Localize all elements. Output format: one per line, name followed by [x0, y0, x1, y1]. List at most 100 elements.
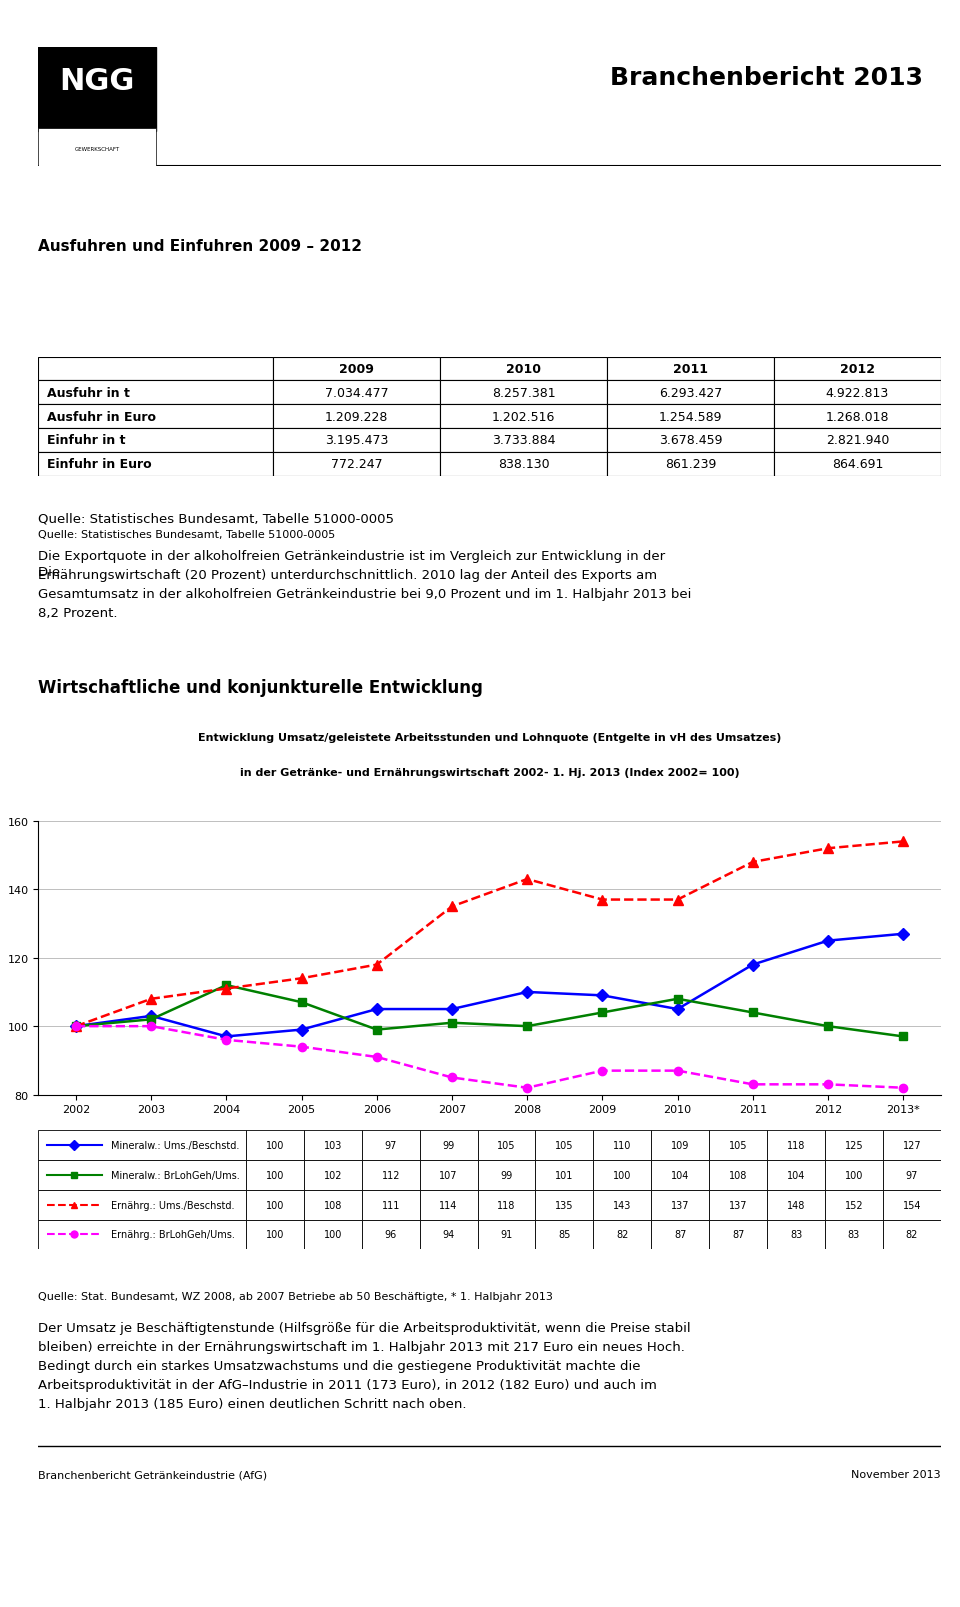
Text: 7.034.477: 7.034.477: [324, 387, 388, 400]
Bar: [440, 453, 607, 476]
Bar: [304, 1191, 362, 1220]
Bar: [38, 405, 273, 429]
Bar: [774, 453, 941, 476]
Bar: [709, 1191, 767, 1220]
Bar: [536, 1160, 593, 1191]
Bar: [304, 1131, 362, 1160]
Bar: [420, 1131, 477, 1160]
Text: 100: 100: [266, 1170, 284, 1180]
Bar: [767, 1220, 825, 1250]
Text: 100: 100: [613, 1170, 632, 1180]
Bar: [825, 1160, 883, 1191]
Text: 102: 102: [324, 1170, 342, 1180]
Text: 772.247: 772.247: [330, 458, 382, 471]
Text: Einfuhr in t: Einfuhr in t: [47, 434, 126, 447]
Text: 127: 127: [902, 1141, 922, 1151]
Bar: [477, 1131, 536, 1160]
Bar: [593, 1220, 651, 1250]
Text: Mineralw.: Ums./Beschstd.: Mineralw.: Ums./Beschstd.: [110, 1141, 239, 1151]
Text: Einfuhr in Euro: Einfuhr in Euro: [47, 458, 152, 471]
Text: 104: 104: [671, 1170, 689, 1180]
Bar: [709, 1160, 767, 1191]
Bar: [536, 1131, 593, 1160]
Bar: [651, 1131, 709, 1160]
Text: 864.691: 864.691: [831, 458, 883, 471]
Bar: [536, 1220, 593, 1250]
Text: 4.922.813: 4.922.813: [826, 387, 889, 400]
Bar: [38, 48, 156, 132]
Text: 85: 85: [558, 1229, 570, 1239]
Bar: [477, 1220, 536, 1250]
Text: NGG: NGG: [60, 67, 134, 96]
Bar: [362, 1160, 420, 1191]
Bar: [767, 1160, 825, 1191]
Bar: [246, 1191, 304, 1220]
Text: 82: 82: [905, 1229, 918, 1239]
Bar: [767, 1191, 825, 1220]
Text: 91: 91: [500, 1229, 513, 1239]
Bar: [38, 129, 156, 167]
Text: in der Getränke- und Ernährungswirtschaft 2002- 1. Hj. 2013 (Index 2002= 100): in der Getränke- und Ernährungswirtschaf…: [240, 768, 739, 778]
Bar: [593, 1160, 651, 1191]
Text: 105: 105: [555, 1141, 574, 1151]
Text: Der Umsatz je Beschäftigtenstunde (Hilfsgröße für die Arbeitsproduktivität, wenn: Der Umsatz je Beschäftigtenstunde (Hilfs…: [38, 1321, 691, 1409]
Bar: [440, 357, 607, 381]
Bar: [593, 1191, 651, 1220]
Text: 148: 148: [787, 1200, 805, 1210]
Bar: [883, 1131, 941, 1160]
Bar: [38, 357, 273, 381]
Bar: [607, 453, 774, 476]
Text: GEWERKSCHAFT: GEWERKSCHAFT: [75, 146, 120, 151]
Bar: [246, 1220, 304, 1250]
Text: 97: 97: [905, 1170, 918, 1180]
Text: 108: 108: [729, 1170, 747, 1180]
Text: 111: 111: [381, 1200, 400, 1210]
Text: 110: 110: [613, 1141, 632, 1151]
Text: 152: 152: [845, 1200, 863, 1210]
Text: Ernährg.: Ums./Beschstd.: Ernährg.: Ums./Beschstd.: [110, 1200, 234, 1210]
Bar: [883, 1160, 941, 1191]
Text: 2010: 2010: [506, 363, 540, 376]
Text: 100: 100: [324, 1229, 342, 1239]
Text: 118: 118: [787, 1141, 805, 1151]
Bar: [774, 357, 941, 381]
Text: Branchenbericht 2013: Branchenbericht 2013: [610, 66, 923, 90]
Text: 1.268.018: 1.268.018: [826, 410, 889, 423]
Bar: [774, 381, 941, 405]
Text: 83: 83: [790, 1229, 803, 1239]
Bar: [362, 1131, 420, 1160]
Text: 3.733.884: 3.733.884: [492, 434, 555, 447]
Text: 137: 137: [671, 1200, 689, 1210]
Bar: [273, 453, 440, 476]
Text: 100: 100: [266, 1141, 284, 1151]
Bar: [477, 1160, 536, 1191]
Text: Die: Die: [38, 566, 64, 579]
Text: 108: 108: [324, 1200, 342, 1210]
Text: 94: 94: [443, 1229, 455, 1239]
Text: 83: 83: [848, 1229, 860, 1239]
Text: Ausfuhren und Einfuhren 2009 – 2012: Ausfuhren und Einfuhren 2009 – 2012: [38, 238, 362, 254]
Bar: [273, 381, 440, 405]
Bar: [304, 1220, 362, 1250]
Bar: [767, 1131, 825, 1160]
Bar: [362, 1220, 420, 1250]
Text: Quelle: Statistisches Bundesamt, Tabelle 51000-0005

Die Exportquote in der alko: Quelle: Statistisches Bundesamt, Tabelle…: [38, 513, 692, 620]
Bar: [273, 405, 440, 429]
Text: 838.130: 838.130: [497, 458, 549, 471]
Bar: [536, 1191, 593, 1220]
Bar: [651, 1220, 709, 1250]
Text: 1.209.228: 1.209.228: [324, 410, 388, 423]
Text: 2.821.940: 2.821.940: [826, 434, 889, 447]
Bar: [607, 357, 774, 381]
Bar: [420, 1160, 477, 1191]
Bar: [709, 1131, 767, 1160]
Text: 99: 99: [443, 1141, 455, 1151]
Text: 861.239: 861.239: [664, 458, 716, 471]
Bar: [651, 1191, 709, 1220]
Bar: [825, 1131, 883, 1160]
Text: 3.678.459: 3.678.459: [659, 434, 722, 447]
Text: 137: 137: [729, 1200, 748, 1210]
Text: 2011: 2011: [673, 363, 708, 376]
Text: 6.293.427: 6.293.427: [659, 387, 722, 400]
Text: 135: 135: [555, 1200, 574, 1210]
